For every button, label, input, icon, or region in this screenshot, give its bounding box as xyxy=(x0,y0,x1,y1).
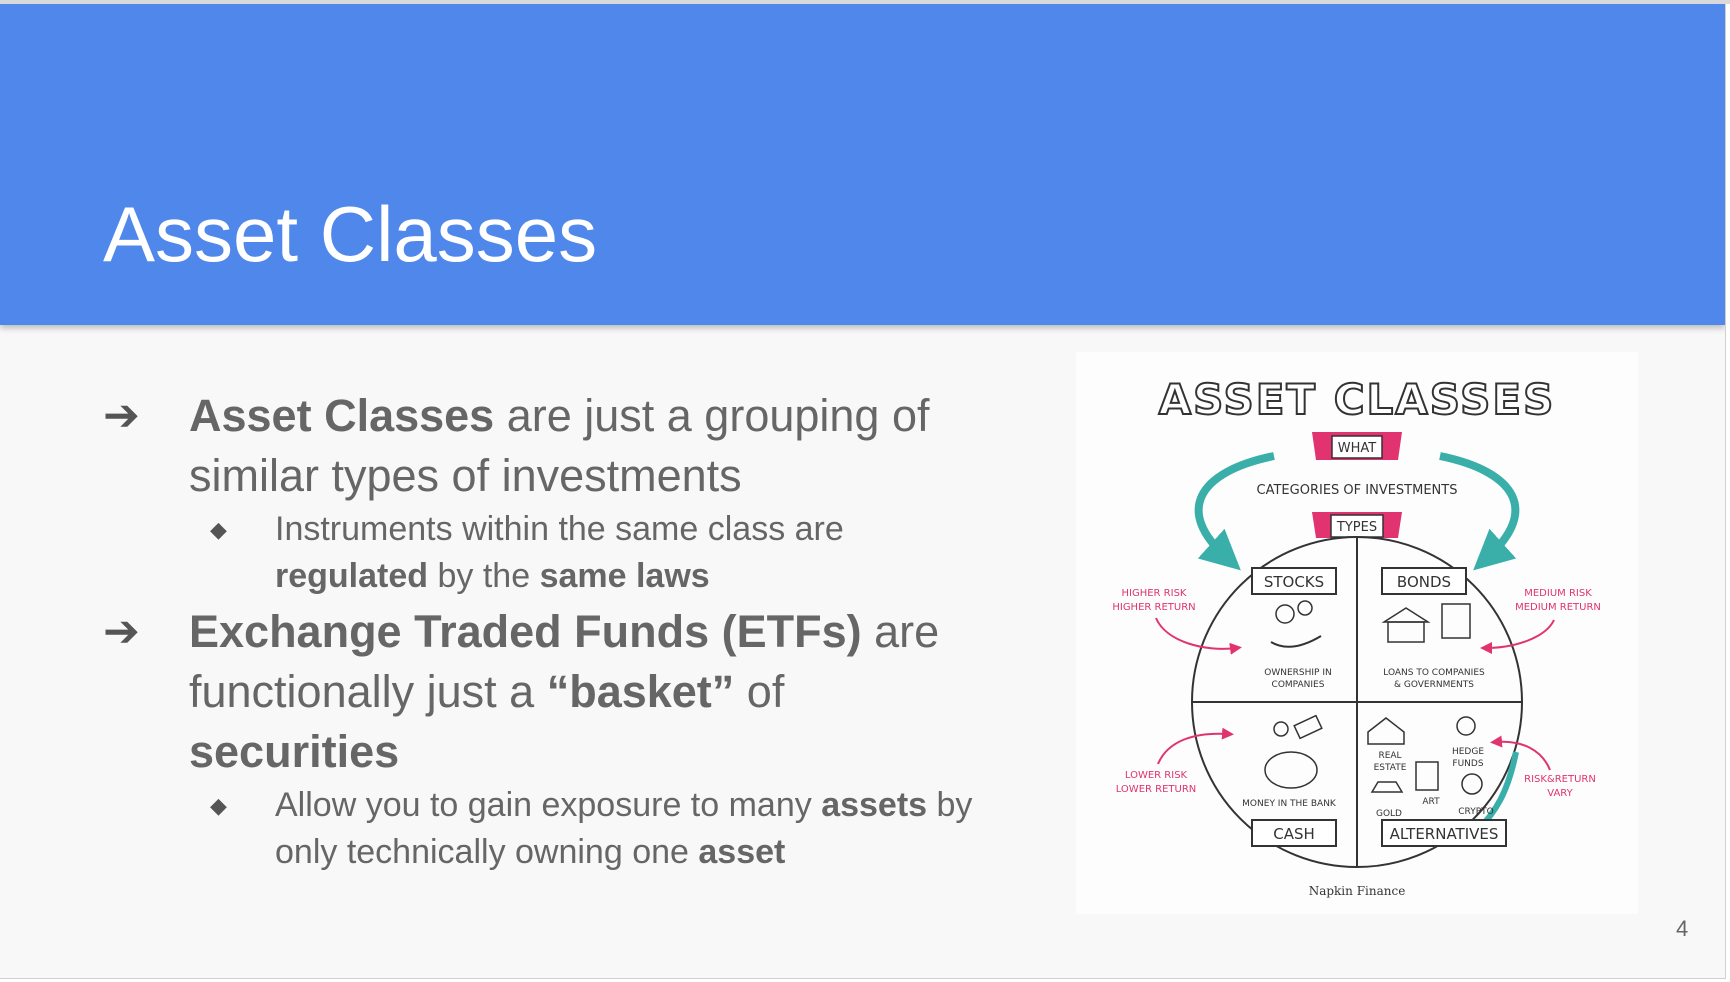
pink-arrow-bonds xyxy=(1480,619,1555,654)
diamond-bullet-icon: ◆ xyxy=(210,517,227,542)
hedge-funds-line2: FUNDS xyxy=(1452,759,1483,769)
types-label: TYPES xyxy=(1336,520,1377,535)
alternatives-risk-line1: RISK&RETURN xyxy=(1524,774,1596,785)
bonds-quadrant: BONDS LOANS TO COMPANIES & GOVERNMENTS xyxy=(1381,567,1485,690)
window-top-border xyxy=(0,0,1730,4)
bank-building xyxy=(1387,621,1425,643)
real-estate-line1: REAL xyxy=(1378,751,1401,761)
bonds-risk-line2: MEDIUM RETURN xyxy=(1515,602,1601,613)
piggy-bank-icon xyxy=(1264,751,1318,789)
stocks-risk-line1: HIGHER RISK xyxy=(1122,588,1187,599)
teal-arrow-left xyxy=(1194,452,1275,571)
crypto-coin-icon xyxy=(1461,773,1483,795)
document-icon xyxy=(1441,603,1471,639)
napkin-finance-credit: Napkin Finance xyxy=(1309,884,1406,898)
bullet-text: of xyxy=(734,666,785,717)
what-label: WHAT xyxy=(1338,441,1377,456)
coin-icon xyxy=(1273,721,1289,737)
bullet-strong: “basket” xyxy=(546,666,735,717)
hand-icon xyxy=(1270,635,1322,648)
stocks-risk-line2: HIGHER RETURN xyxy=(1112,602,1195,613)
subbullet-strong: regulated xyxy=(275,557,429,595)
subbullet-strong: assets xyxy=(821,786,928,824)
arrow-bullet-icon: ➔ xyxy=(103,607,140,656)
bullet-strong: securities xyxy=(189,726,400,777)
stocks-desc-line2: COMPANIES xyxy=(1272,680,1325,690)
stocks-quadrant: STOCKS OWNERSHIP IN COMPANIES xyxy=(1251,567,1337,690)
subbullet-exposure: ◆ Allow you to gain exposure to many ass… xyxy=(103,782,1003,876)
bonds-desc-line2: & GOVERNMENTS xyxy=(1394,680,1474,690)
types-ribbon: TYPES xyxy=(1312,512,1402,538)
cash-label: CASH xyxy=(1273,825,1315,843)
pink-arrow-cash xyxy=(1157,727,1234,765)
dollar-coin-icon xyxy=(1297,600,1313,616)
subbullet-strong: asset xyxy=(698,833,786,871)
dollar-coin-icon xyxy=(1275,604,1295,624)
subbullet-text: by only technically owning one xyxy=(275,786,973,871)
alternatives-quadrant: REAL ESTATE HEDGE FUNDS ART GOLD CRYPTO … xyxy=(1367,716,1507,847)
subbullet-strong: same laws xyxy=(539,557,710,595)
cash-risk-line2: LOWER RETURN xyxy=(1116,784,1197,795)
pink-arrow-alternatives xyxy=(1490,735,1551,771)
real-estate-line2: ESTATE xyxy=(1374,763,1407,773)
teal-arrow-right xyxy=(1439,452,1520,571)
subbullet-text: by the xyxy=(428,557,540,595)
what-ribbon: WHAT xyxy=(1312,432,1402,460)
alternatives-label: ALTERNATIVES xyxy=(1390,825,1499,843)
bullet-asset-classes: ➔ Asset Classes are just a grouping of s… xyxy=(103,386,1003,506)
art-label: ART xyxy=(1422,797,1440,807)
cash-risk-line1: LOWER RISK xyxy=(1125,770,1188,781)
stocks-label: STOCKS xyxy=(1264,573,1324,591)
house-icon xyxy=(1367,717,1405,745)
bullet-etfs: ➔ Exchange Traded Funds (ETFs) are funct… xyxy=(103,602,1003,782)
subbullet-text: Instruments within the same class are xyxy=(275,510,844,548)
subbullet-text: Allow you to gain exposure to many xyxy=(275,786,822,824)
bullet-list: ➔ Asset Classes are just a grouping of s… xyxy=(103,386,1003,878)
cash-desc: MONEY IN THE BANK xyxy=(1242,799,1337,809)
stocks-desc-line1: OWNERSHIP IN xyxy=(1264,668,1331,678)
bullet-text: are functionally just a xyxy=(189,606,940,717)
bullet-strong: Exchange Traded Funds (ETFs) xyxy=(189,606,862,657)
bonds-desc-line1: LOANS TO COMPANIES xyxy=(1383,668,1485,678)
bonds-risk-line1: MEDIUM RISK xyxy=(1524,588,1592,599)
hedge-funds-line1: HEDGE xyxy=(1452,747,1484,757)
gold-label: GOLD xyxy=(1376,809,1402,819)
network-icon xyxy=(1456,716,1476,736)
pink-arrow-stocks xyxy=(1155,617,1242,655)
arrow-bullet-icon: ➔ xyxy=(103,391,140,440)
art-frame-icon xyxy=(1415,761,1439,791)
bonds-label: BONDS xyxy=(1397,573,1451,591)
bullet-text: are just a grouping of similar types of … xyxy=(189,390,930,501)
slide: Asset Classes ➔ Asset Classes are just a… xyxy=(0,4,1726,979)
what-text: CATEGORIES OF INVESTMENTS xyxy=(1257,483,1458,498)
page-number: 4 xyxy=(1676,916,1689,941)
slide-title: Asset Classes xyxy=(103,190,598,278)
banknote-icon xyxy=(1293,714,1323,740)
bullet-strong: Asset Classes xyxy=(189,390,495,441)
diamond-bullet-icon: ◆ xyxy=(210,793,227,818)
gold-bar-icon xyxy=(1370,781,1404,793)
cash-quadrant: MONEY IN THE BANK CASH xyxy=(1242,714,1337,847)
slide-header: Asset Classes xyxy=(0,4,1725,325)
asset-classes-infographic: ASSET CLASSES WHAT CATEGORIES OF INVESTM… xyxy=(1076,352,1638,914)
crypto-label: CRYPTO xyxy=(1458,807,1493,817)
infographic-title: ASSET CLASSES xyxy=(1159,375,1556,424)
subbullet-regulated: ◆ Instruments within the same class are … xyxy=(103,506,1003,600)
alternatives-risk-line2: VARY xyxy=(1547,788,1573,799)
